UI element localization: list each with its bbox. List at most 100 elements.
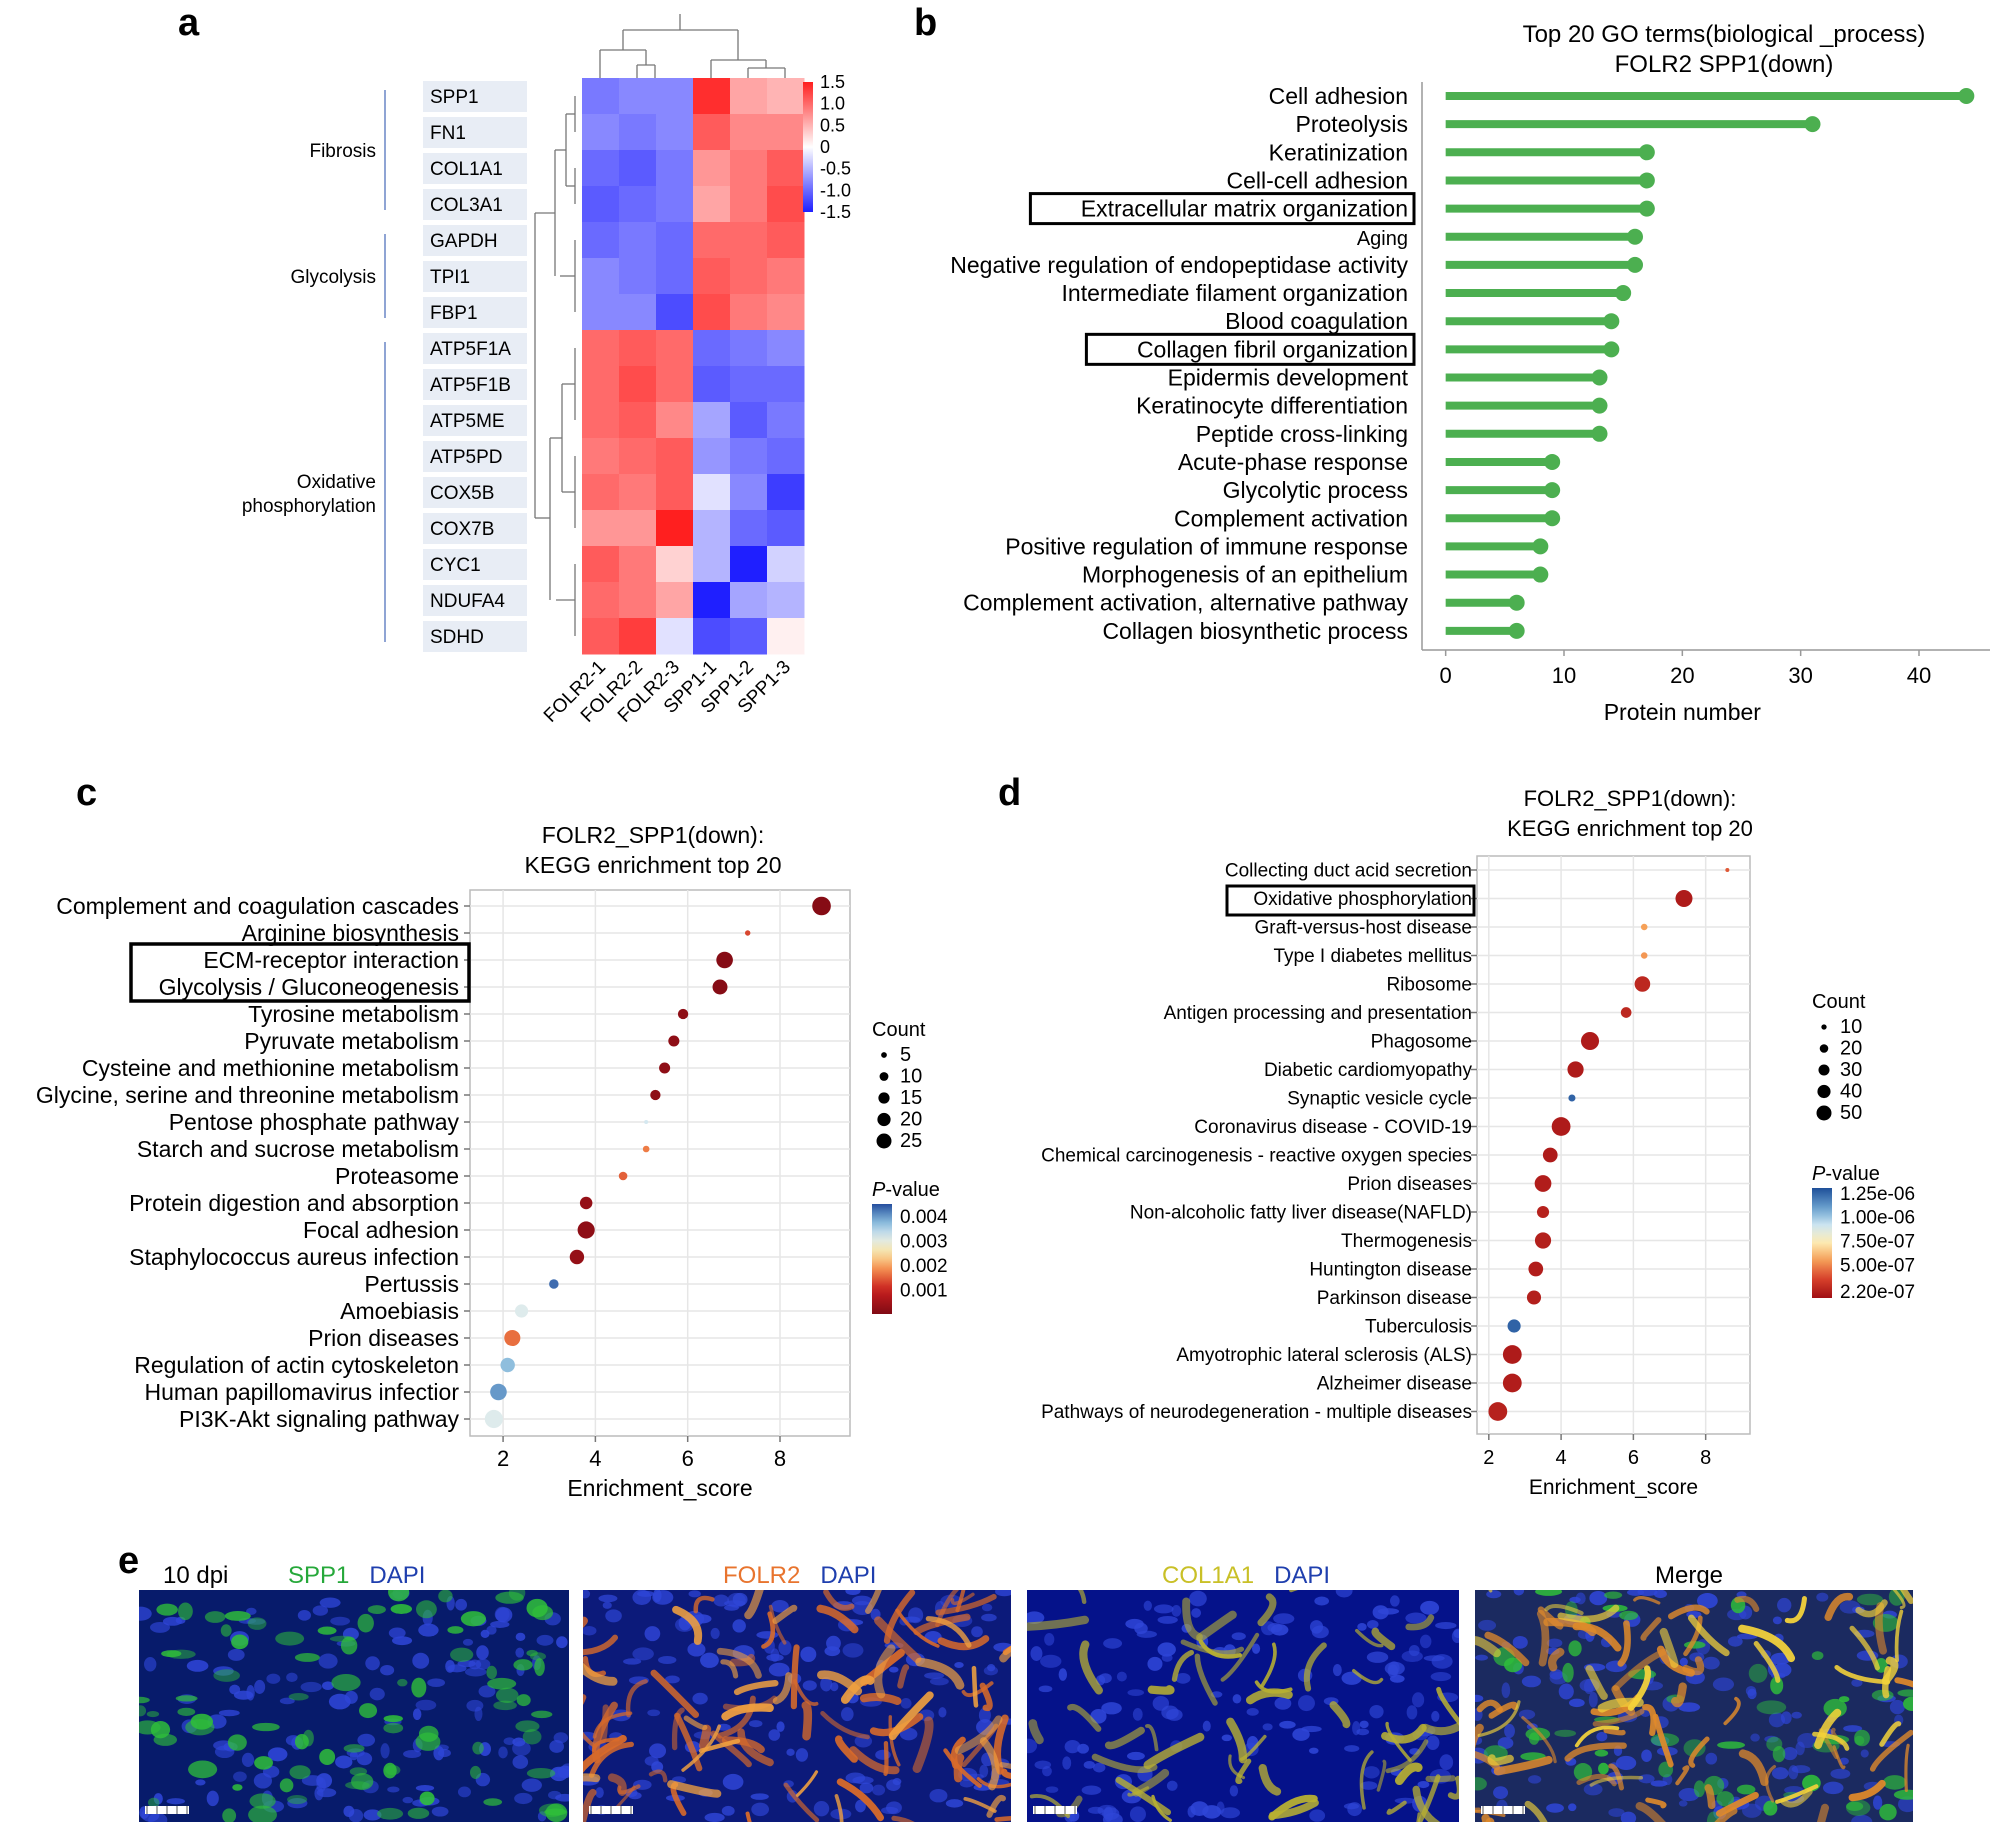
stain-signal	[716, 1647, 762, 1679]
nucleus	[820, 1676, 833, 1692]
stain-signal	[720, 1659, 739, 1679]
color-scale-tick: 1.0	[820, 94, 845, 114]
heatmap-cell	[619, 546, 657, 583]
nucleus	[1546, 1638, 1563, 1648]
highlight-box	[129, 942, 471, 1003]
pvalue-legend-title-p: P	[1812, 1163, 1826, 1185]
nucleus	[1747, 1688, 1757, 1700]
heatmap-cell	[619, 366, 657, 403]
enrichment-dot	[1568, 1094, 1576, 1102]
panel-b-label: b	[914, 2, 938, 44]
stain-signal	[698, 1738, 741, 1753]
lollipop-head	[1638, 144, 1655, 161]
stain-signal	[1475, 1777, 1487, 1791]
stain-signal	[411, 1677, 427, 1698]
heatmap-cell	[767, 186, 805, 223]
nucleus	[246, 1607, 257, 1615]
stain-signal	[1848, 1779, 1886, 1802]
category-label: Complement activation, alternative pathw…	[963, 590, 1408, 616]
nucleus	[457, 1786, 471, 1798]
heatmap-cell	[619, 258, 657, 295]
nucleus	[889, 1666, 899, 1673]
nucleus	[1027, 1611, 1045, 1625]
pvalue-legend-tick: 7.50e-07	[1840, 1232, 1915, 1253]
enrichment-dot	[1620, 1007, 1632, 1018]
nucleus	[150, 1621, 170, 1633]
stain-signal	[188, 1760, 218, 1779]
nucleus	[490, 1620, 510, 1628]
nucleus	[908, 1607, 924, 1624]
row-label-box	[423, 513, 527, 544]
stain-signal	[178, 1602, 193, 1621]
nucleus	[1830, 1768, 1851, 1779]
stain-signal	[1504, 1657, 1523, 1673]
nucleus	[840, 1707, 854, 1722]
heatmap-cell	[656, 618, 694, 655]
count-legend-dot	[877, 1112, 891, 1127]
x-tick-label: 0	[1440, 663, 1452, 688]
nucleus	[1771, 1767, 1789, 1780]
nucleus	[1512, 1635, 1528, 1649]
stain-signal	[1723, 1696, 1741, 1726]
nucleus	[768, 1662, 790, 1677]
lollipop-head	[1591, 369, 1608, 386]
lollipop-head	[1544, 510, 1561, 527]
pathway-label: Non-alcoholic fatty liver disease(NAFLD)	[1130, 1203, 1472, 1224]
enrichment-dot	[1526, 1290, 1542, 1305]
nucleus	[1092, 1762, 1106, 1773]
nucleus	[1132, 1708, 1143, 1721]
nucleus	[732, 1619, 746, 1633]
count-legend-label: 15	[900, 1087, 922, 1109]
heatmap-cell	[767, 618, 805, 655]
stain-signal	[204, 1611, 226, 1623]
nucleus	[929, 1788, 948, 1803]
stain-signal	[912, 1716, 934, 1773]
stain-signal	[953, 1753, 965, 1783]
stain-signal	[1564, 1742, 1627, 1762]
pathway-label: Tuberculosis	[1365, 1317, 1472, 1338]
nucleus	[1081, 1785, 1102, 1795]
row-label-box	[423, 153, 527, 184]
heatmap-cell	[693, 294, 731, 331]
nucleus	[521, 1778, 542, 1792]
nucleus	[1202, 1720, 1211, 1732]
nucleus	[330, 1616, 351, 1626]
nucleus	[1897, 1796, 1913, 1813]
pvalue-legend-bar	[1812, 1188, 1832, 1298]
stain-signal	[979, 1682, 993, 1712]
nucleus	[1314, 1596, 1330, 1606]
nucleus	[1620, 1811, 1637, 1822]
stain-signal	[495, 1687, 519, 1703]
nucleus	[1116, 1671, 1127, 1682]
stain-signal	[1171, 1649, 1194, 1682]
stain-signal	[139, 1696, 150, 1704]
microscopy-image-folr2	[583, 1590, 1011, 1822]
x-tick-label: 2	[497, 1446, 509, 1471]
stain-signal	[1667, 1604, 1710, 1620]
nucleus	[1431, 1710, 1440, 1722]
pathway-label: Human papillomavirus infectior	[145, 1379, 460, 1405]
nucleus	[1431, 1654, 1453, 1669]
stain-signal	[538, 1803, 564, 1818]
microscopy-image-merge	[1475, 1590, 1913, 1822]
stain-signal	[849, 1746, 900, 1775]
heatmap-cell	[582, 510, 620, 547]
nucleus	[924, 1672, 945, 1680]
heatmap-cell	[693, 438, 731, 475]
panel-d-label: d	[998, 772, 1022, 814]
heatmap-cell	[767, 78, 805, 115]
stain-signal	[1603, 1727, 1626, 1736]
kegg-chart-title: FOLR2_SPP1(down):	[1524, 786, 1737, 811]
stain-signal	[247, 1617, 267, 1630]
nucleus	[427, 1678, 446, 1687]
stain-signal	[383, 1715, 403, 1723]
pathway-label: Pertussis	[364, 1271, 459, 1297]
pathway-label: ECM-receptor interaction	[203, 947, 459, 973]
color-scale-tick: -1.0	[820, 180, 851, 200]
heatmap-cell	[693, 150, 731, 187]
nucleus	[312, 1605, 329, 1616]
stain-signal	[279, 1778, 294, 1793]
nucleus	[1549, 1669, 1564, 1680]
stain-signal	[1645, 1797, 1667, 1809]
count-legend-label: 20	[900, 1109, 922, 1131]
